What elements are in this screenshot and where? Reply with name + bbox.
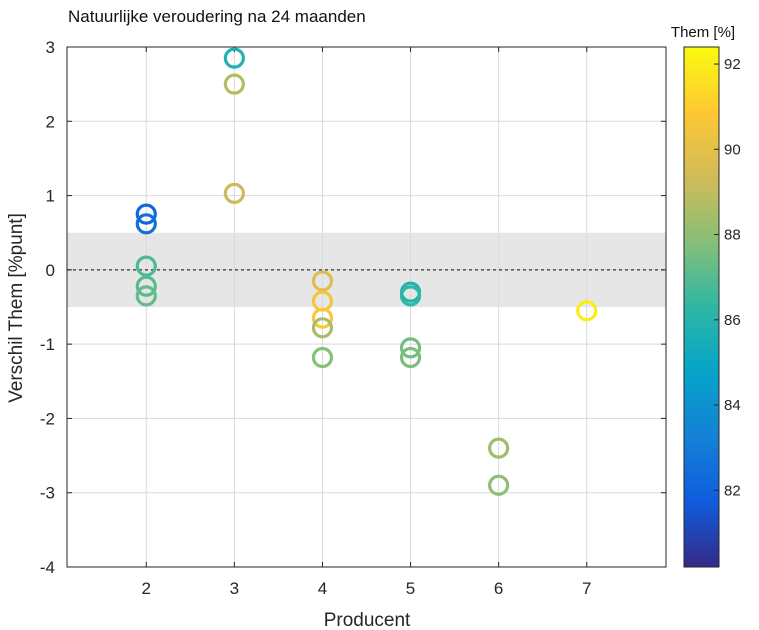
data-point: [223, 73, 245, 95]
y-tick-label: -4: [40, 558, 55, 577]
y-tick-label: -3: [40, 484, 55, 503]
data-point: [311, 346, 334, 369]
x-tick-label: 2: [142, 579, 151, 598]
plot-frame: [66, 46, 667, 568]
y-tick-label: -1: [40, 335, 55, 354]
y-tick-label: 2: [46, 112, 55, 131]
data-point: [488, 437, 510, 459]
data-point: [135, 203, 157, 225]
data-point: [576, 300, 598, 322]
colorbar-tick-label: 90: [724, 141, 741, 158]
x-tick-label: 4: [318, 579, 327, 598]
data-point: [399, 337, 422, 359]
data-point: [399, 285, 422, 307]
colorbar-tick-label: 86: [724, 312, 741, 329]
data-points: [135, 47, 598, 496]
data-point: [311, 307, 334, 329]
y-axis-label: Verschil Them [%punt]: [6, 213, 27, 403]
y-tick-label: 3: [46, 38, 55, 57]
y-tick-label: -2: [40, 409, 55, 428]
data-point: [223, 182, 245, 204]
data-point: [135, 285, 157, 307]
colorbar-tick-label: 82: [724, 482, 741, 499]
x-tick-label: 5: [406, 579, 415, 598]
colorbar-title: Them [%]: [671, 24, 735, 41]
data-point: [135, 275, 157, 297]
colorbar-tick-label: 84: [724, 397, 741, 414]
y-tick-label: 0: [46, 261, 55, 280]
data-point: [311, 317, 334, 339]
data-point: [399, 346, 422, 369]
colorbar-scale: [683, 46, 720, 568]
colorbar-tick-label: 92: [724, 56, 741, 73]
axes: 2 3 4 5 6 7 -4 -3 -2 -1 0 1 2 3: [40, 38, 667, 598]
x-tick-label: 3: [230, 579, 239, 598]
data-point: [488, 474, 510, 496]
data-point: [135, 255, 157, 277]
plot-area: [67, 46, 666, 568]
y-tick-label: 1: [46, 187, 55, 206]
data-point: [311, 270, 334, 292]
x-tick-label: 7: [582, 579, 591, 598]
data-point: [223, 47, 245, 69]
chart-title: Natuurlijke veroudering na 24 maanden: [68, 7, 366, 26]
x-tick-label: 6: [494, 579, 503, 598]
colorbar: Them [%] 82 84 86 88 90 92: [671, 24, 741, 568]
x-axis-label: Producent: [324, 610, 411, 630]
data-point: [135, 213, 157, 235]
colorbar-tick-label: 88: [724, 227, 741, 244]
